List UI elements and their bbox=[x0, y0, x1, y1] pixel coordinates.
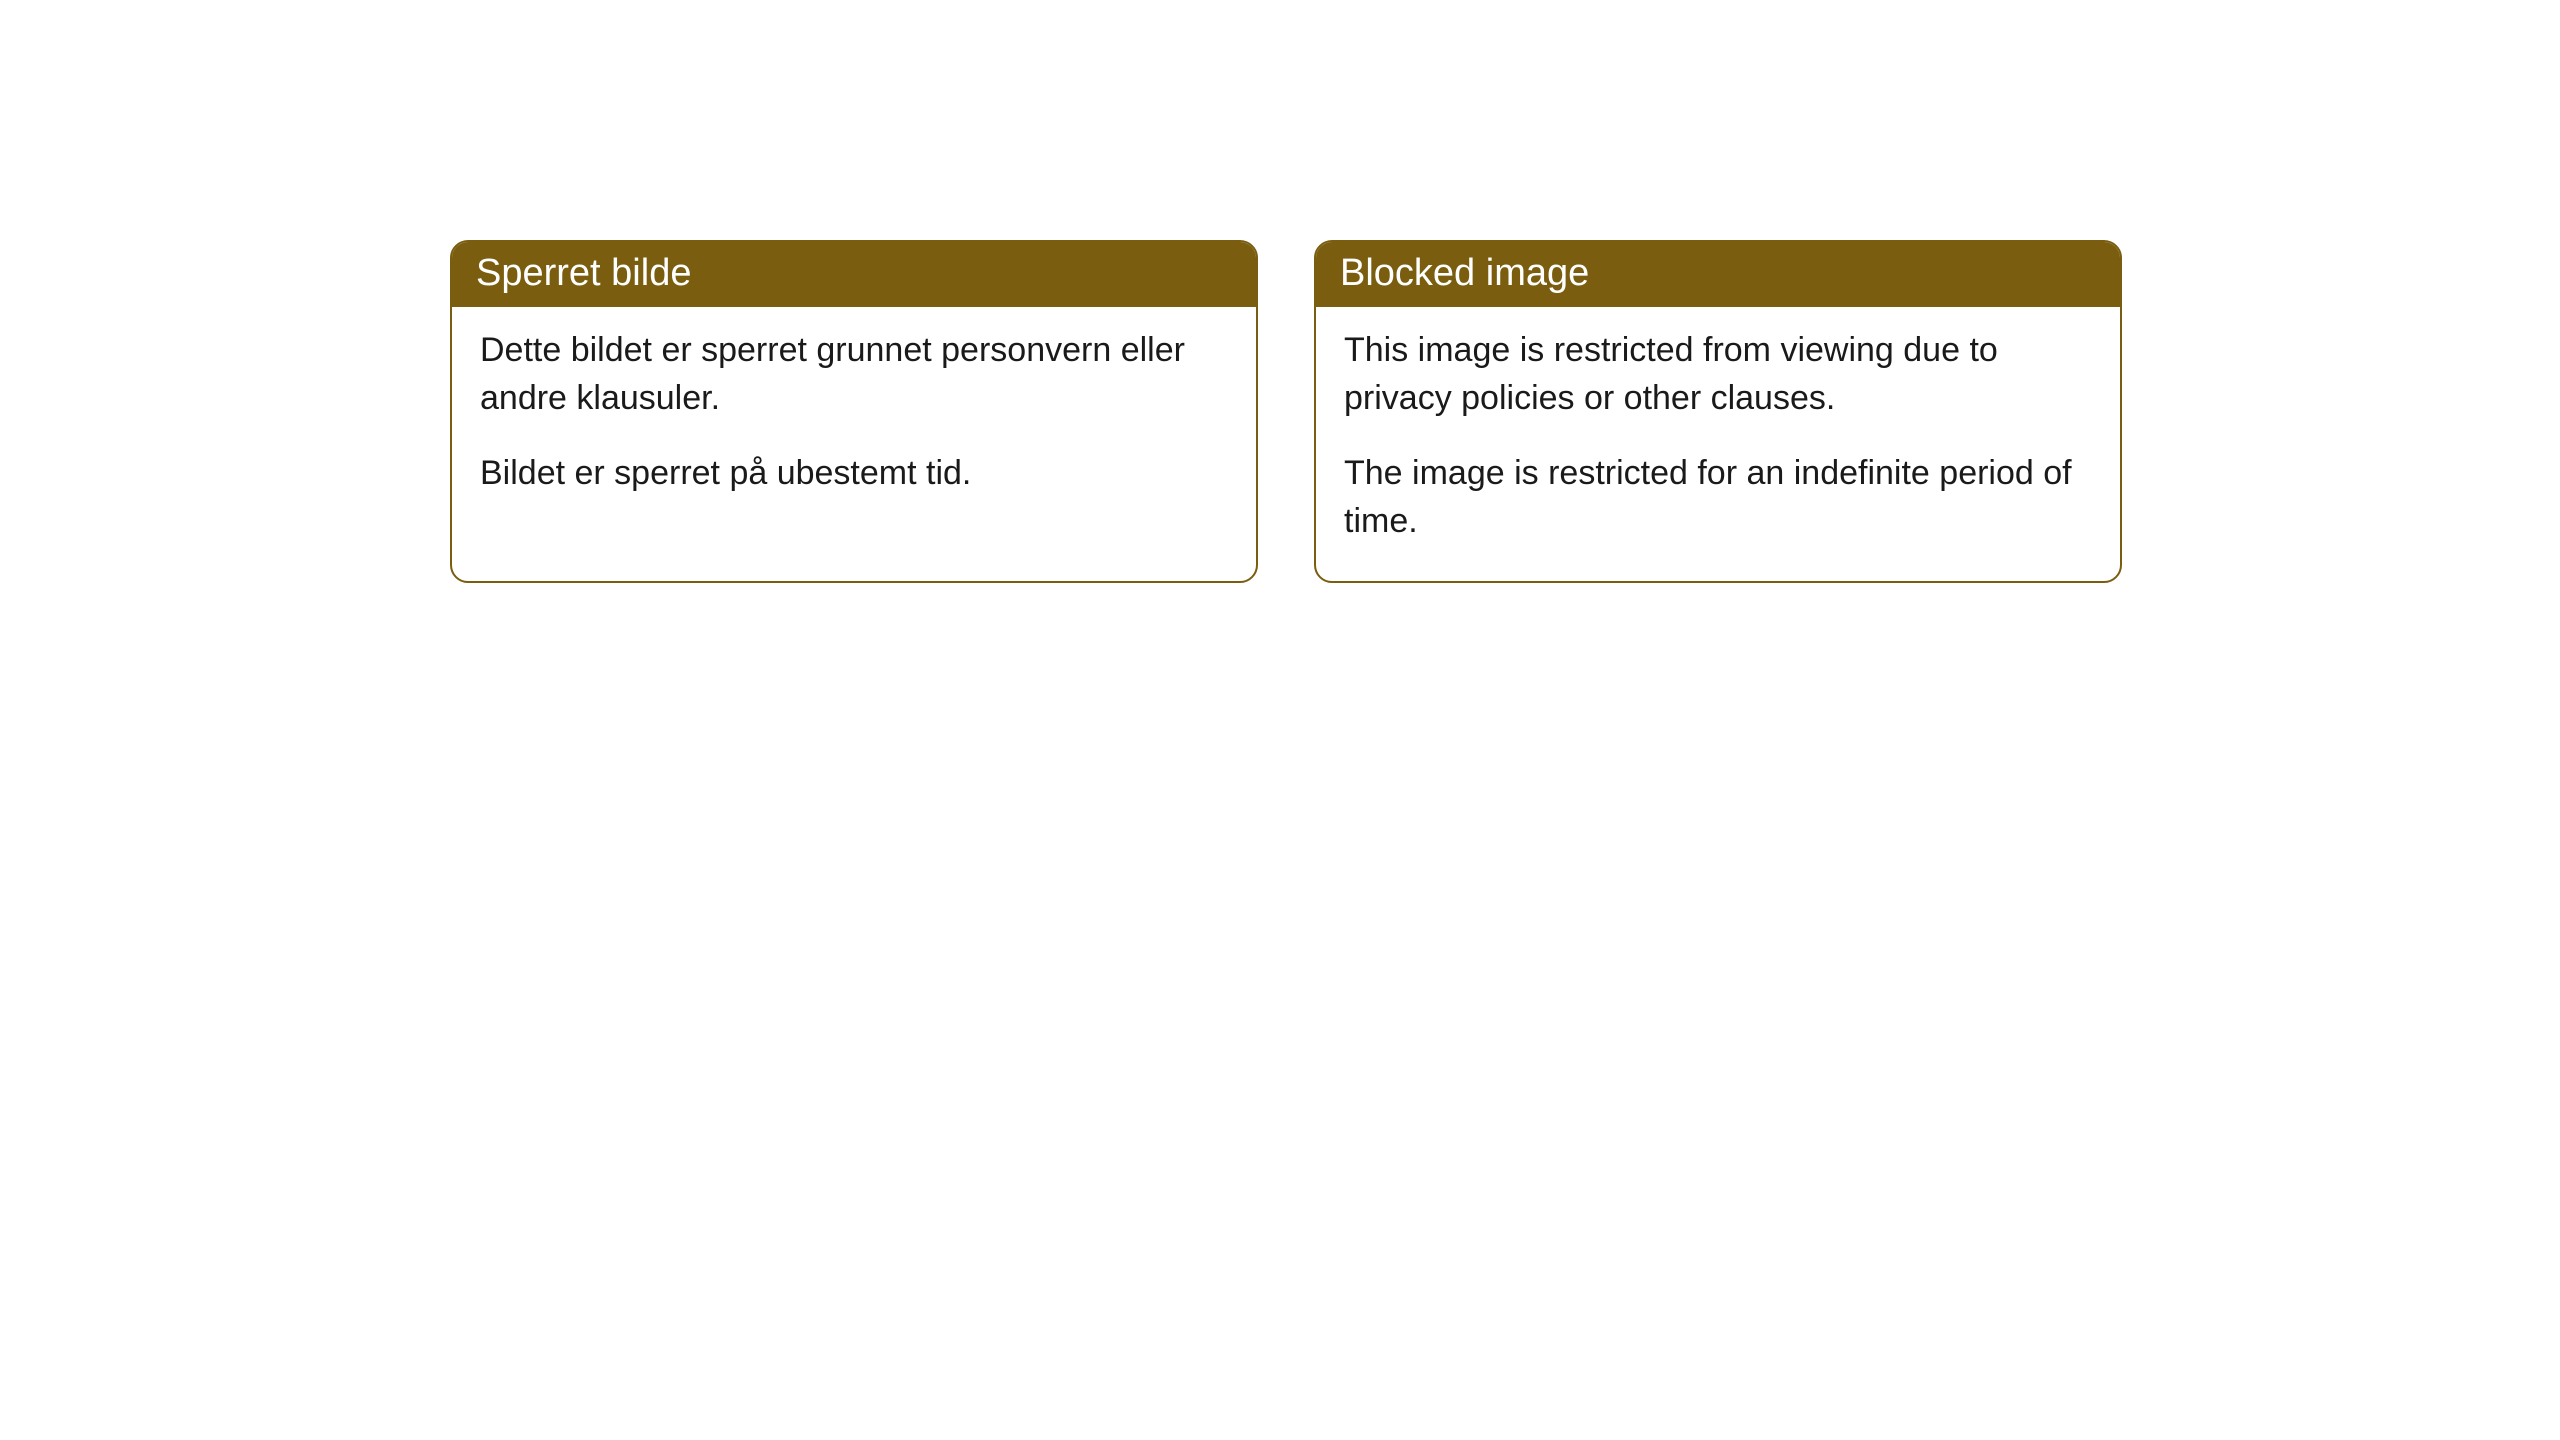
card-header: Sperret bilde bbox=[452, 242, 1256, 307]
card-paragraph: Bildet er sperret på ubestemt tid. bbox=[480, 450, 1228, 498]
card-title: Sperret bilde bbox=[476, 252, 691, 294]
card-body: Dette bildet er sperret grunnet personve… bbox=[452, 307, 1256, 534]
card-english: Blocked image This image is restricted f… bbox=[1314, 240, 2122, 583]
card-norwegian: Sperret bilde Dette bildet er sperret gr… bbox=[450, 240, 1258, 583]
card-paragraph: The image is restricted for an indefinit… bbox=[1344, 450, 2092, 545]
card-paragraph: This image is restricted from viewing du… bbox=[1344, 327, 2092, 422]
card-title: Blocked image bbox=[1340, 252, 1589, 294]
card-body: This image is restricted from viewing du… bbox=[1316, 307, 2120, 581]
card-paragraph: Dette bildet er sperret grunnet personve… bbox=[480, 327, 1228, 422]
cards-container: Sperret bilde Dette bildet er sperret gr… bbox=[0, 0, 2560, 583]
card-header: Blocked image bbox=[1316, 242, 2120, 307]
